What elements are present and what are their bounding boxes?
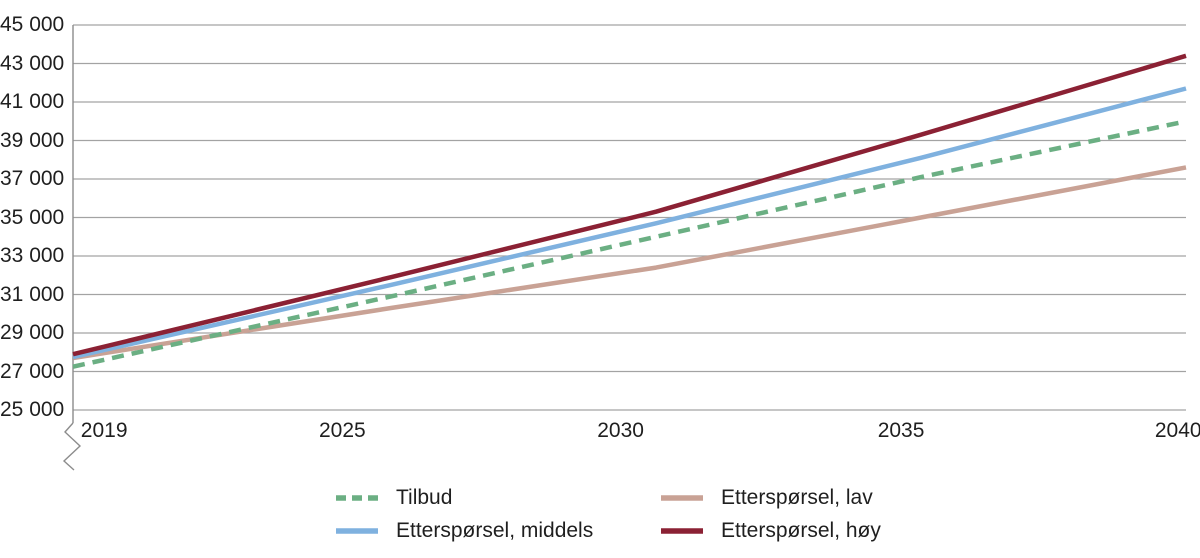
y-tick-label: 37 000 [0,167,65,190]
legend-item: Etterspørsel, høy [660,519,881,543]
legend-label: Etterspørsel, lav [721,486,873,509]
legend-label: Etterspørsel, middels [396,519,594,542]
y-tick-label: 25 000 [0,398,65,421]
legend-label: Etterspørsel, høy [721,519,881,542]
chart-legend: Tilbud Etterspørsel, lav Etterspørsel, mid… [335,486,881,543]
legend-swatch-icon [336,528,378,534]
y-tick-label: 39 000 [0,128,65,152]
y-tick-label: 31 000 [0,282,65,306]
y-tick-label: 33 000 [0,244,65,267]
x-tick-label: 2040 [1154,419,1200,442]
legend-swatch-icon [661,495,703,501]
y-tick-label: 45 000 [0,13,65,36]
legend-item: Tilbud [335,486,660,510]
y-tick-label: 29 000 [0,321,65,344]
x-tick-label: 2025 [318,419,366,442]
legend-label: Tilbud [396,486,453,509]
series-line-ettersp-rsel-lav [72,165,1187,361]
y-tick-label: 35 000 [0,205,65,229]
x-axis: 2019 2025 2030 2035 2040 [73,419,1200,447]
series-line-tilbud [72,119,1187,369]
legend-swatch-icon [661,528,703,534]
axis-break-icon [62,422,82,471]
y-tick-label: 43 000 [0,51,65,75]
x-tick-label: 2035 [877,419,925,442]
y-tick-label: 27 000 [0,359,65,383]
legend-swatch-icon [336,495,378,501]
series-line-ettersp-rsel-h-y [72,53,1187,357]
y-tick-label: 41 000 [0,90,65,113]
legend-item: Etterspørsel, middels [335,519,660,543]
legend-item: Etterspørsel, lav [660,486,881,510]
x-tick-label: 2019 [80,419,128,442]
series-line-ettersp-rsel-middels [72,86,1187,360]
x-tick-label: 2030 [597,419,644,442]
